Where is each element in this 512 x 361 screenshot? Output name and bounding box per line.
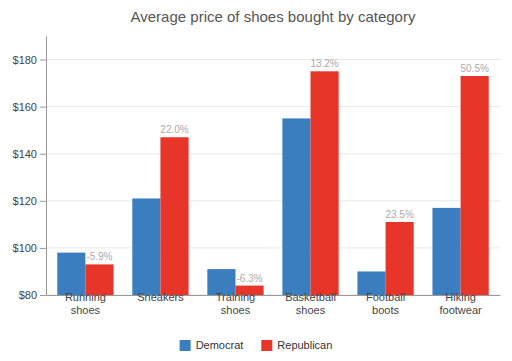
y-tick-mark bbox=[40, 107, 46, 108]
grid-line bbox=[46, 247, 500, 248]
y-tick-label: $140 bbox=[13, 148, 37, 160]
y-tick: $160 bbox=[13, 101, 46, 113]
grid-line bbox=[46, 153, 500, 154]
annotations: -5.9% 22.0% -6.3% 13.2% 23.5% 50.5% bbox=[86, 58, 489, 283]
y-tick: $140 bbox=[13, 148, 46, 160]
bar bbox=[461, 76, 489, 295]
chart: -5.9% 22.0% -6.3% 13.2% 23.5% 50.5% $80 $100 $12… bbox=[0, 0, 512, 361]
y-tick-label: $180 bbox=[13, 54, 37, 66]
y-tick-label: $80 bbox=[19, 289, 37, 301]
x-tick-label-line: shoes bbox=[71, 304, 101, 316]
annotation: 50.5% bbox=[460, 63, 488, 74]
x-tick: Sneakers bbox=[137, 291, 184, 303]
x-tick-label: Footballboots bbox=[366, 291, 405, 316]
x-tick: Trainingshoes bbox=[216, 291, 255, 316]
legend-swatch bbox=[261, 340, 272, 351]
y-tick-mark bbox=[40, 248, 46, 249]
x-tick: Basketballshoes bbox=[285, 291, 336, 316]
x-tick-label-line: Sneakers bbox=[137, 291, 184, 303]
bar-series bbox=[85, 71, 488, 295]
x-tick-label-line: boots bbox=[372, 304, 399, 316]
x-tick: Hikingfootwear bbox=[440, 291, 483, 316]
annotation: 13.2% bbox=[310, 58, 338, 69]
y-tick: $180 bbox=[13, 54, 46, 66]
x-tick-label-line: Basketball bbox=[285, 291, 336, 303]
x-tick-label-line: footwear bbox=[440, 304, 483, 316]
annotation: -6.3% bbox=[236, 273, 262, 284]
annotation: 22.0% bbox=[160, 124, 188, 135]
y-tick-label: $160 bbox=[13, 101, 37, 113]
bar bbox=[432, 208, 460, 295]
grid-line bbox=[46, 59, 500, 60]
legend-item: Republican bbox=[261, 339, 332, 351]
bar bbox=[386, 222, 414, 295]
x-tick-label: Hikingfootwear bbox=[440, 291, 483, 316]
bar bbox=[57, 253, 85, 295]
x-tick: Runningshoes bbox=[65, 291, 106, 316]
plot: -5.9% 22.0% -6.3% 13.2% 23.5% 50.5% $80 $100 $12… bbox=[13, 37, 501, 316]
y-tick: $120 bbox=[13, 195, 46, 207]
y-tick-mark bbox=[40, 201, 46, 202]
x-tick-label: Sneakers bbox=[137, 291, 184, 303]
y-axis: $80 $100 $120 $140 $160 $180 bbox=[13, 37, 47, 302]
bar bbox=[132, 198, 160, 295]
y-tick-label: $120 bbox=[13, 195, 37, 207]
x-axis-line bbox=[47, 295, 501, 296]
grid-line bbox=[46, 200, 500, 201]
x-tick: Footballboots bbox=[366, 291, 405, 316]
bar bbox=[160, 137, 188, 295]
legend-label: Democrat bbox=[196, 339, 244, 351]
x-tick-label-line: Running bbox=[65, 291, 106, 303]
x-tick-label-line: shoes bbox=[296, 304, 326, 316]
grid-line bbox=[46, 106, 500, 107]
x-tick-label-line: shoes bbox=[221, 304, 251, 316]
y-tick-label: $100 bbox=[13, 242, 37, 254]
legend: Democrat Republican bbox=[180, 339, 333, 351]
legend-swatch bbox=[180, 340, 191, 351]
x-tick-label: Runningshoes bbox=[65, 291, 106, 316]
x-tick-label-line: Football bbox=[366, 291, 405, 303]
bars bbox=[57, 71, 488, 295]
y-axis-line bbox=[46, 37, 47, 296]
legend-label: Republican bbox=[277, 339, 332, 351]
grid-line bbox=[46, 295, 500, 296]
bar bbox=[282, 118, 310, 295]
x-tick-label-line: Training bbox=[216, 291, 255, 303]
bar bbox=[311, 71, 339, 295]
bar-series bbox=[57, 118, 460, 295]
y-tick-mark bbox=[40, 154, 46, 155]
x-tick-label: Trainingshoes bbox=[216, 291, 255, 316]
x-tick-label: Basketballshoes bbox=[285, 291, 336, 316]
annotation: -5.9% bbox=[86, 251, 112, 262]
grid bbox=[46, 60, 500, 295]
y-tick-mark bbox=[40, 60, 46, 61]
x-axis: RunningshoesSneakersTrainingshoesBasketb… bbox=[47, 291, 501, 316]
y-tick-mark bbox=[40, 295, 46, 296]
y-tick: $100 bbox=[13, 242, 46, 254]
y-tick: $80 bbox=[19, 289, 46, 301]
x-tick-label-line: Hiking bbox=[445, 291, 476, 303]
legend-item: Democrat bbox=[180, 339, 244, 351]
title: Average price of shoes bought by categor… bbox=[131, 8, 416, 25]
annotation: 23.5% bbox=[385, 209, 413, 220]
